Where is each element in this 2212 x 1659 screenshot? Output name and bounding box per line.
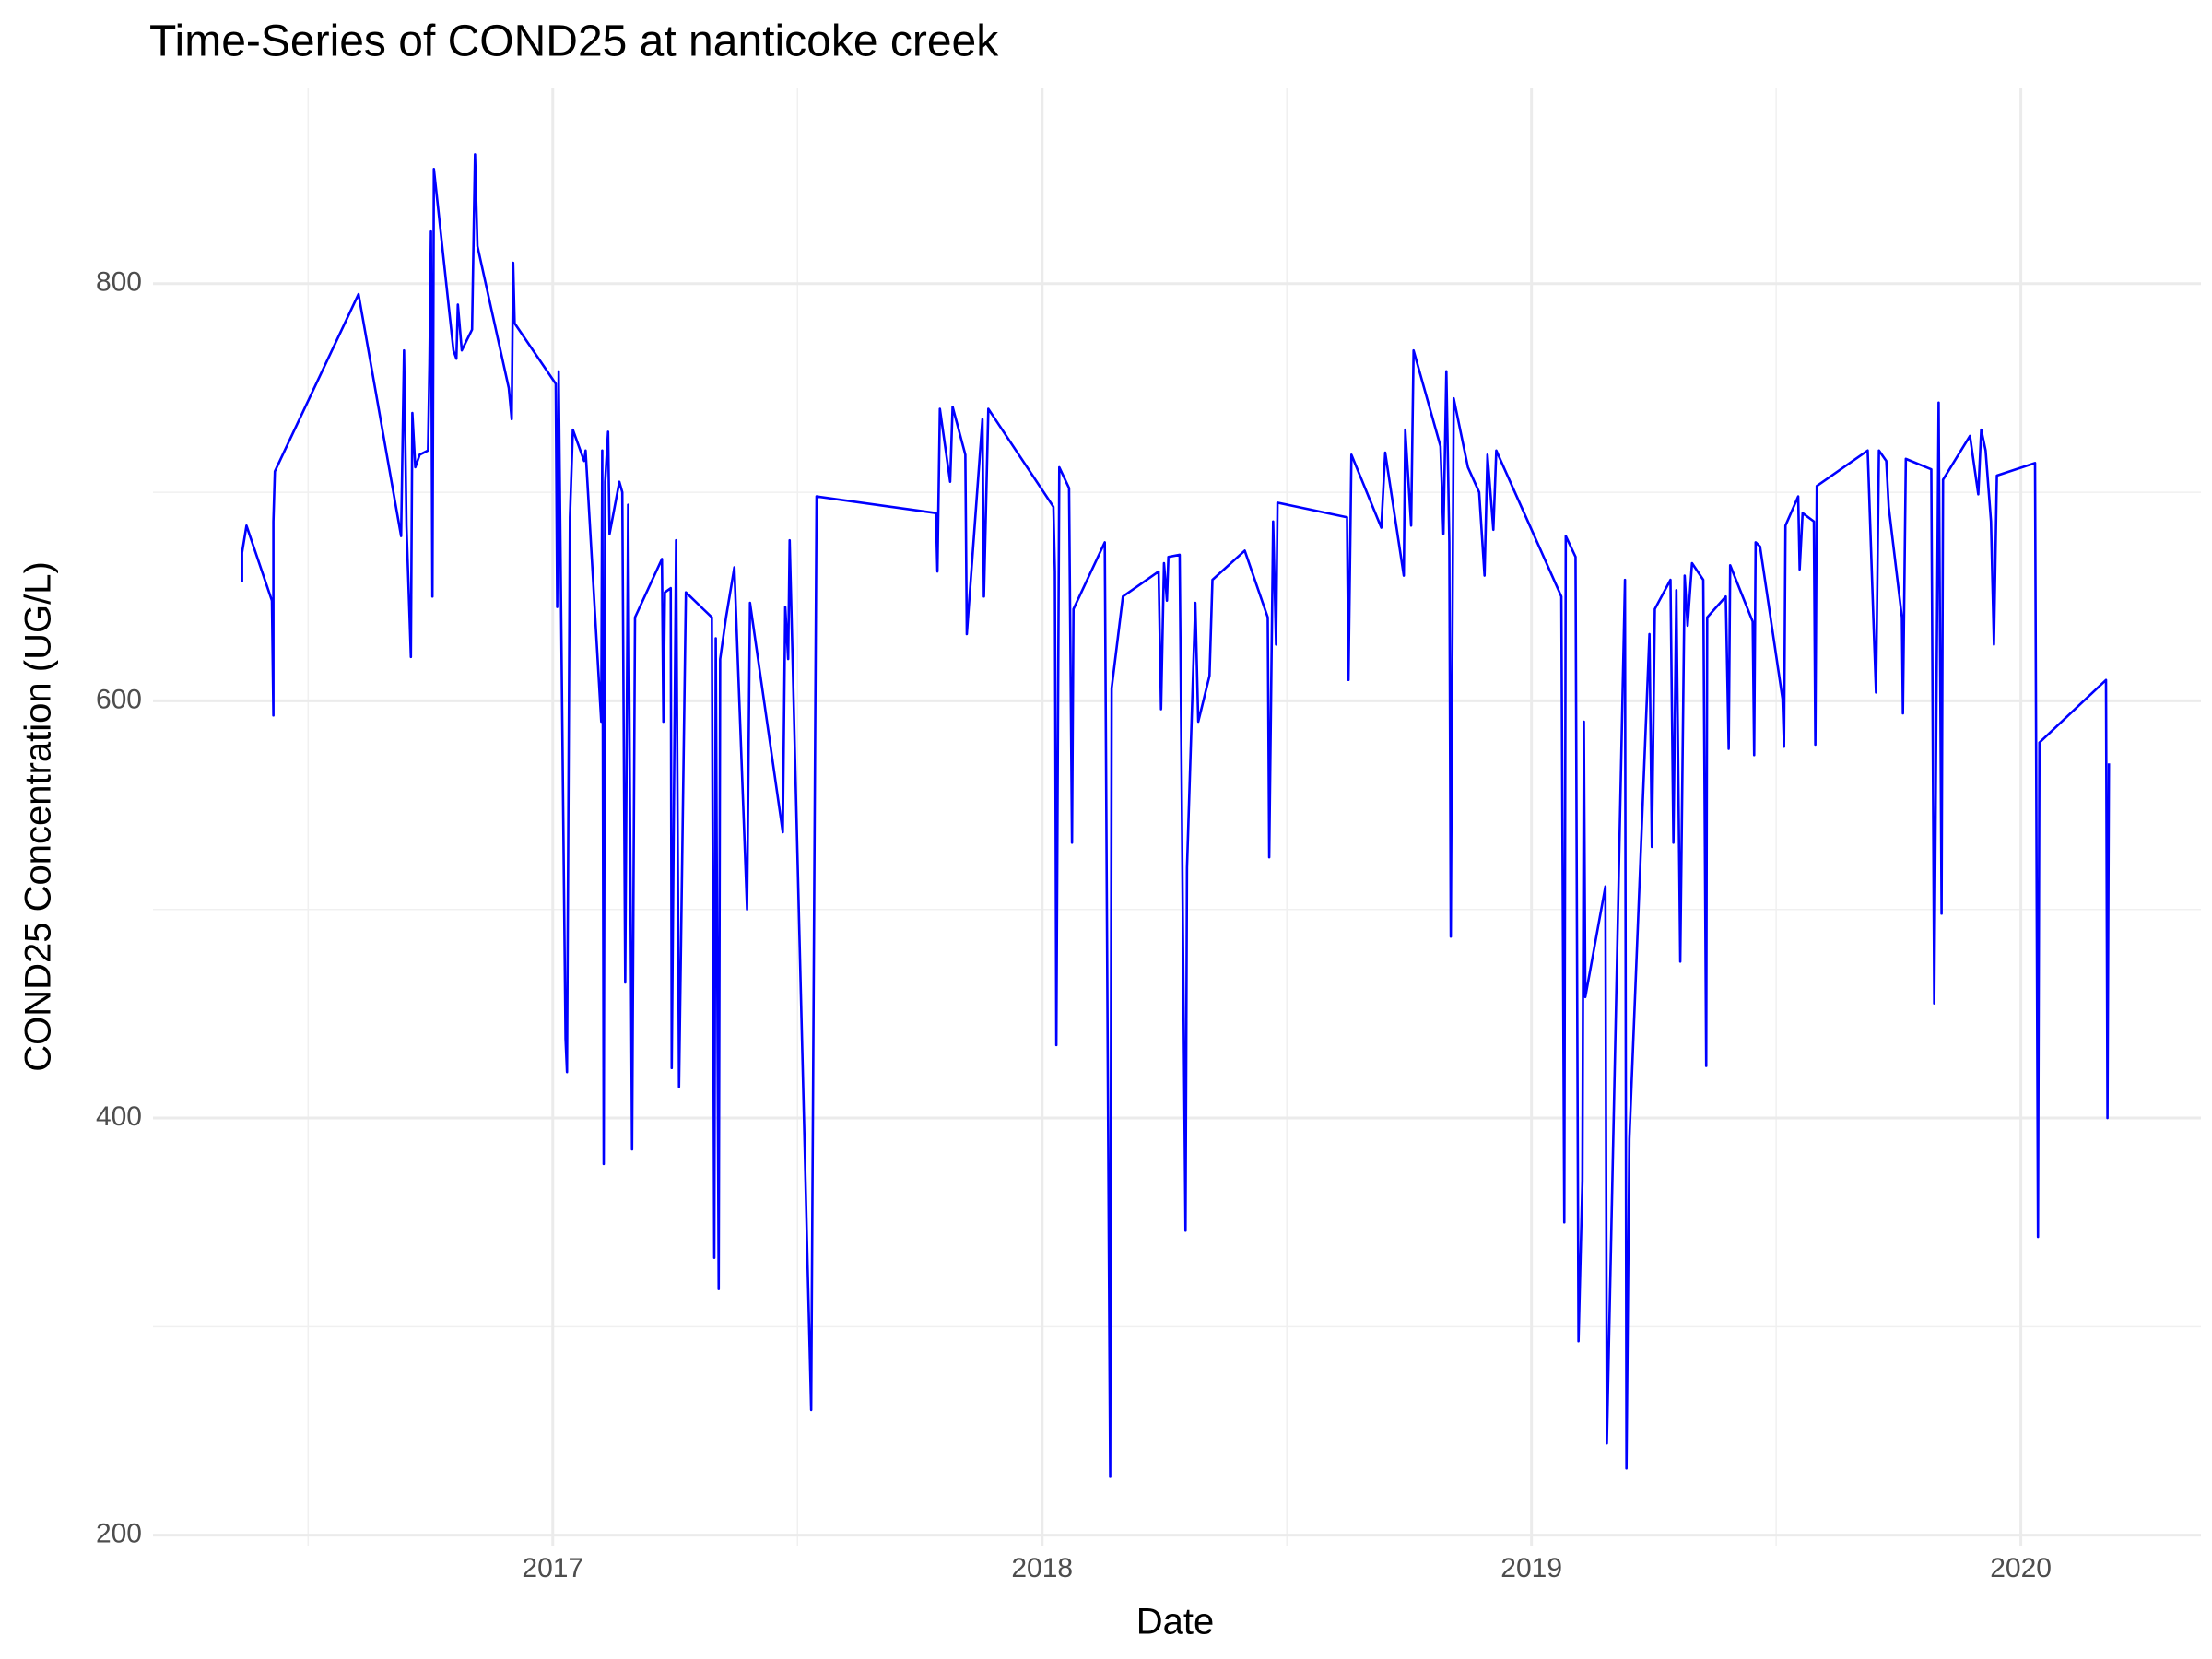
y-tick-label: 800 bbox=[96, 267, 142, 298]
x-tick-label: 2018 bbox=[1011, 1553, 1073, 1583]
grid: 200 400 600 800 2017 2018 2019 2020 bbox=[96, 88, 2201, 1583]
x-tick-label: 2019 bbox=[1500, 1553, 1562, 1583]
data-line bbox=[241, 153, 2111, 1478]
y-axis-title: COND25 Concentration (UG/L) bbox=[18, 561, 59, 1072]
plot-area bbox=[241, 153, 2111, 1478]
x-tick-label: 2017 bbox=[522, 1553, 583, 1583]
x-axis-title: Date bbox=[1136, 1602, 1215, 1642]
chart-title: Time-Series of COND25 at nanticoke creek bbox=[149, 18, 999, 66]
y-tick-label: 400 bbox=[96, 1101, 142, 1132]
x-tick-label: 2020 bbox=[1990, 1553, 2052, 1583]
y-tick-label: 200 bbox=[96, 1519, 142, 1549]
y-tick-label: 600 bbox=[96, 684, 142, 714]
